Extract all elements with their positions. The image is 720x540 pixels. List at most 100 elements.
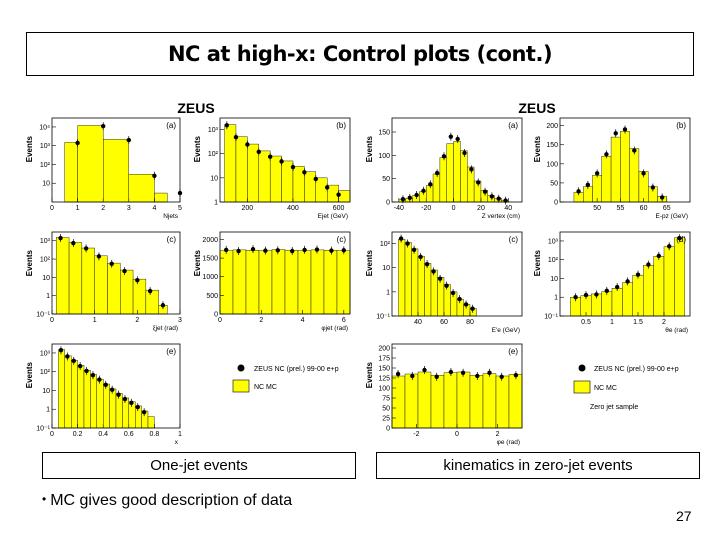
data-point (632, 148, 637, 153)
mc-histogram-bar (601, 291, 613, 317)
data-point (101, 123, 106, 129)
plot-panel-r-a: 0 50 100 150 -40 -20 0 20 40 Events Z vertex (cm) (… (365, 117, 523, 220)
data-point (90, 373, 96, 378)
mc-histogram-bar (81, 247, 95, 315)
x-tick-label: 0 (218, 317, 222, 324)
data-point (482, 189, 488, 194)
y-tick-label: 75 (382, 396, 390, 403)
plot-frame (391, 231, 523, 317)
mc-histogram-bar (430, 375, 445, 429)
y-tick-label: 50 (382, 406, 390, 413)
data-point (470, 306, 475, 311)
x-axis-label: φjet (rad) (321, 325, 348, 332)
mc-histogram-bar (437, 277, 445, 317)
y-axis-label: Events (25, 249, 34, 276)
data-point (75, 140, 80, 146)
plot-panel-l-a: 10 10² 10³ 10⁴ 0 1 2 3 4 5 Events Njets (a) (25, 117, 183, 220)
data-point (71, 240, 76, 246)
x-axis-label: x (175, 439, 179, 446)
data-point (290, 248, 295, 254)
mc-histogram-bar (443, 284, 451, 317)
mc-histogram-bar (411, 248, 419, 317)
panel-tag: (e) (166, 347, 176, 356)
data-point (444, 283, 449, 288)
y-tick-label: 10 (42, 181, 50, 188)
data-point (279, 159, 284, 164)
data-point (469, 167, 474, 172)
data-point (263, 248, 268, 253)
mc-histogram-bar (232, 249, 247, 315)
legend-mc-swatch (232, 379, 250, 393)
mc-histogram-bar (245, 250, 260, 315)
mc-histogram-bar (94, 255, 108, 315)
zeus-header-right: ZEUS (518, 100, 555, 116)
data-point (455, 136, 460, 142)
legend-mc-swatch (573, 380, 591, 394)
bullet-text: MC gives good description of data (50, 492, 293, 509)
mc-histogram-bar (128, 401, 136, 429)
data-point (428, 182, 433, 187)
x-tick-label: -40 (394, 205, 404, 212)
x-tick-label: 1 (93, 317, 97, 324)
y-tick-label: 10³ (208, 127, 219, 134)
x-tick-label: 50 (593, 205, 601, 212)
data-point (58, 348, 64, 353)
panel-tag: (e) (508, 347, 518, 356)
x-tick-label: 0 (50, 431, 54, 438)
y-tick-label: 10³ (40, 143, 51, 150)
data-point (83, 246, 89, 251)
page-number: 27 (676, 508, 692, 524)
data-point (97, 377, 102, 382)
y-tick-label: 25 (382, 416, 390, 423)
caption-zero-jet: kinematics in zero-jet events (376, 452, 700, 479)
x-tick-label: 3 (178, 317, 182, 324)
y-tick-label: 100 (378, 153, 390, 160)
x-tick-label: 2 (135, 317, 139, 324)
mc-histogram-bar (154, 192, 168, 203)
data-point (71, 358, 76, 364)
data-point (152, 173, 157, 178)
data-point (329, 248, 334, 253)
y-tick-label: 10² (40, 162, 51, 169)
x-tick-label: 0 (50, 317, 54, 324)
data-point (421, 188, 426, 193)
x-tick-label: 200 (242, 205, 254, 212)
slide-title-box: NC at high-x: Control plots (cont.) (26, 32, 694, 76)
plot-frame (51, 231, 181, 315)
data-point (141, 409, 147, 415)
mc-histogram-bar (107, 262, 121, 315)
data-point (448, 369, 454, 375)
data-point (462, 150, 467, 156)
plot-panel-l-d: 0 500 1000 1500 2000 0 2 4 6 Events φjet (rad) (c) (193, 231, 351, 332)
y-tick-label: 10 (550, 276, 558, 283)
mc-histogram-bar (284, 250, 299, 315)
y-tick-label: 10² (40, 369, 51, 376)
y-tick-label: 100 (378, 386, 390, 393)
x-tick-label: 2 (101, 205, 105, 212)
x-tick-label: 2 (496, 431, 500, 438)
mc-histogram-bar (482, 373, 497, 429)
data-point (400, 197, 406, 202)
data-point (460, 370, 466, 375)
y-axis-label: Events (25, 361, 34, 388)
data-point (84, 368, 89, 374)
mc-histogram-bar (56, 237, 70, 315)
mc-histogram-bar (620, 131, 630, 203)
mc-histogram-bar (622, 282, 634, 317)
plot-panel-r-e: 0 25 50 75 100 125 150 175 200 -2 0 2 Events φe (rad)… (365, 343, 523, 446)
y-tick-label: 10³ (40, 238, 51, 245)
plot-panel-l-e: 10⁻¹ 1 10 10² 10³ 0 0.2 0.4 0.6 0.8 1 Events x (e) (25, 343, 182, 446)
plot-frame (559, 117, 691, 203)
data-point (126, 137, 131, 143)
mc-histogram-bar (611, 288, 623, 317)
data-point (233, 135, 239, 140)
y-tick-label: 10² (40, 257, 51, 264)
data-point (256, 149, 261, 154)
panel-tag: (d) (676, 235, 686, 244)
data-point (224, 123, 230, 128)
plot-panel-l-c: 10⁻¹ 1 10 10² 10³ 0 1 2 3 Events ξjet (rad) (c) (25, 231, 182, 332)
x-tick-label: 40 (414, 319, 422, 326)
mc-histogram-bar (297, 250, 312, 315)
data-point (646, 262, 651, 267)
y-tick-label: 10 (210, 175, 218, 182)
